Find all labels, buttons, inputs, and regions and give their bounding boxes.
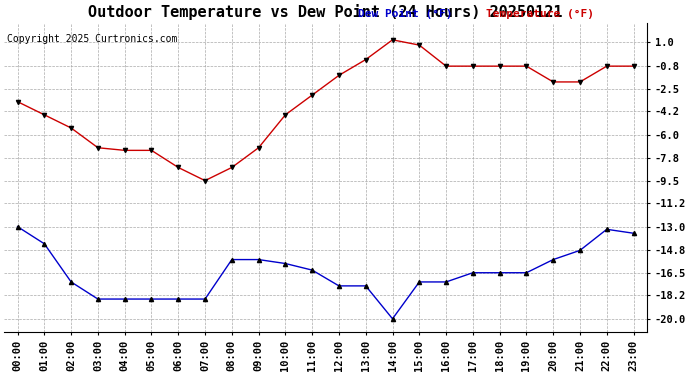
Text: Copyright 2025 Curtronics.com: Copyright 2025 Curtronics.com — [7, 34, 177, 44]
Title: Outdoor Temperature vs Dew Point (24 Hours) 20250121: Outdoor Temperature vs Dew Point (24 Hou… — [88, 4, 563, 20]
Text: Temperature (°F): Temperature (°F) — [486, 9, 594, 19]
Text: Dew Point (°F): Dew Point (°F) — [357, 9, 452, 19]
